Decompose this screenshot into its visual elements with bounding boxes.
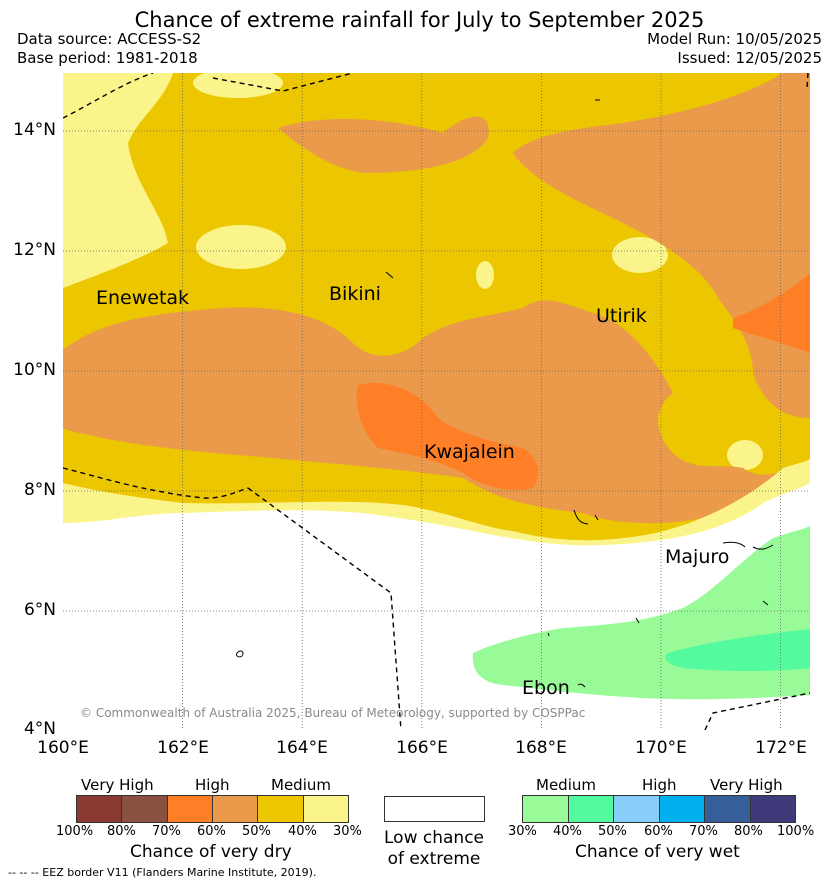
dry-pct-50: 50% [242, 824, 271, 839]
orange-northeast [513, 73, 810, 418]
wet-swatch-5 [750, 796, 795, 822]
wet-category-high: High [642, 776, 677, 794]
lon-label-164e: 164°E [276, 738, 328, 758]
place-majuro: Majuro [665, 546, 730, 568]
dry-pct-80: 80% [107, 824, 136, 839]
wet-pct-100: 100% [777, 824, 815, 839]
dark-orange-east [733, 273, 810, 353]
wet-colorbar [522, 795, 796, 823]
dry-colorbar [76, 795, 349, 823]
dry-swatch-1 [122, 796, 168, 822]
wet-pct-60: 60% [644, 824, 673, 839]
eez-border [63, 73, 810, 730]
light-yellow-spot [193, 73, 283, 98]
wet-pct-40: 40% [553, 824, 582, 839]
dry-pct-40: 40% [288, 824, 317, 839]
dry-category-high: High [195, 776, 230, 794]
wet-pct-70: 70% [689, 824, 718, 839]
wet-legend-title: Chance of very wet [575, 842, 740, 862]
base-period: Base period: 1981-2018 [17, 49, 198, 67]
wet-swatch-3 [659, 796, 705, 822]
orange-central-band [63, 300, 810, 524]
lon-label-170e: 170°E [635, 738, 687, 758]
wet-category-very-high: Very High [710, 776, 783, 794]
chart-title: Chance of extreme rainfall for July to S… [134, 8, 705, 32]
place-kwajalein: Kwajalein [424, 441, 515, 463]
wet-pct-80: 80% [734, 824, 763, 839]
lon-label-166e: 166°E [396, 738, 448, 758]
lat-label-6n: 6°N [23, 600, 56, 620]
lat-label-8n: 8°N [23, 480, 56, 500]
model-run: Model Run: 10/05/2025 [647, 30, 822, 48]
place-bikini: Bikini [329, 283, 381, 305]
lon-label-160e: 160°E [37, 738, 89, 758]
wet-pct-30: 30% [508, 824, 537, 839]
wet-swatch-0 [523, 796, 569, 822]
place-enewetak: Enewetak [96, 287, 190, 309]
low-chance-line1: Low chance [384, 828, 484, 848]
dry-pct-70: 70% [152, 824, 181, 839]
lon-label-162e: 162°E [157, 738, 209, 758]
wet-pct-50: 50% [598, 824, 627, 839]
wet-swatch-2 [614, 796, 660, 822]
lat-label-12n: 12°N [13, 240, 56, 260]
dry-swatch-5 [303, 796, 348, 822]
meta-right: Model Run: 10/05/2025 Issued: 12/05/2025 [647, 30, 822, 68]
wet-swatch-1 [568, 796, 614, 822]
island-outlines [236, 99, 774, 688]
copyright-notice: © Commonwealth of Australia 2025, Bureau… [80, 706, 586, 720]
light-yellow-northwest [63, 73, 173, 288]
dry-legend-title: Chance of very dry [130, 842, 292, 862]
lon-label-172e: 172°E [755, 738, 807, 758]
place-ebon: Ebon [522, 677, 570, 699]
meta-left: Data source: ACCESS-S2 Base period: 1981… [17, 30, 201, 68]
dry-swatch-3 [212, 796, 259, 822]
wet-category-medium: Medium [536, 776, 596, 794]
issued-date: Issued: 12/05/2025 [677, 49, 822, 67]
dry-category-medium: Medium [271, 776, 331, 794]
dark-orange-kwajalein [356, 382, 539, 490]
light-yellow-oval-2 [612, 237, 668, 273]
low-chance-swatch [384, 796, 485, 822]
light-yellow-oval-3 [476, 261, 494, 289]
low-chance-label: Low chance of extreme [370, 828, 498, 870]
rainfall-map [63, 73, 810, 730]
eez-border-note: -- -- -- EEZ border V11 (Flanders Marine… [8, 866, 317, 879]
light-yellow-oval-4 [727, 440, 763, 470]
light-yellow-oval-1 [196, 225, 286, 269]
dry-pct-100: 100% [56, 824, 94, 839]
dry-swatch-2 [167, 796, 213, 822]
dry-swatch-0 [77, 796, 123, 822]
low-chance-line2: of extreme [387, 849, 481, 869]
lat-label-14n: 14°N [13, 120, 56, 140]
dry-pct-60: 60% [197, 824, 226, 839]
place-utirik: Utirik [596, 305, 647, 327]
dry-pct-30: 30% [333, 824, 362, 839]
wet-swatch-4 [705, 796, 751, 822]
dry-category-very-high: Very High [81, 776, 154, 794]
dry-swatch-4 [258, 796, 304, 822]
lon-label-168e: 168°E [515, 738, 567, 758]
lat-label-10n: 10°N [13, 360, 56, 380]
data-source: Data source: ACCESS-S2 [17, 30, 202, 48]
wet-high-region [665, 629, 810, 672]
lat-label-4n: 4°N [23, 719, 56, 739]
